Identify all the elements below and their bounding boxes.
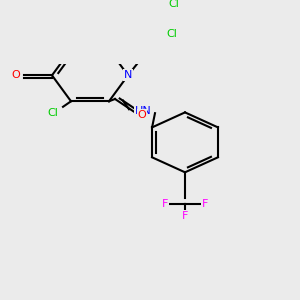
- Text: F: F: [182, 211, 188, 221]
- Text: N: N: [124, 70, 132, 80]
- Text: O: O: [138, 110, 146, 120]
- Text: F: F: [162, 199, 168, 209]
- Text: F: F: [202, 199, 208, 209]
- Text: Cl: Cl: [167, 28, 178, 39]
- Text: Cl: Cl: [48, 108, 58, 118]
- Text: O: O: [12, 70, 20, 80]
- Text: HN: HN: [135, 106, 152, 116]
- Text: Cl: Cl: [169, 0, 179, 9]
